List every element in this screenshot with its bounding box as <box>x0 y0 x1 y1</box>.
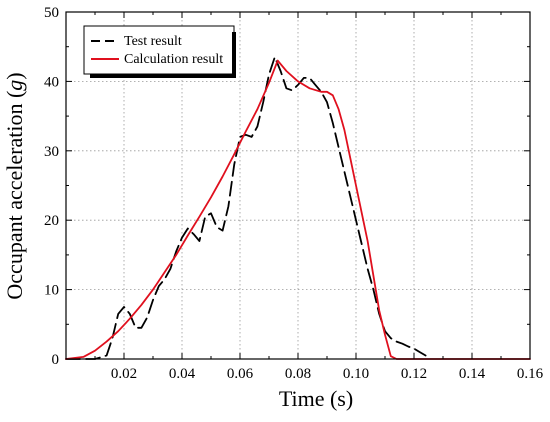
x-tick-label: 0.06 <box>227 366 254 382</box>
series-line-test-result <box>65 56 427 360</box>
x-tick-label: 0.08 <box>285 366 311 382</box>
x-tick-label: 0.14 <box>459 366 486 382</box>
y-axis-title-unit: g <box>2 80 27 91</box>
grid <box>66 12 530 359</box>
legend-box <box>83 25 235 75</box>
tick-labels: 0.02 0.04 0.06 0.08 0.10 0.12 0.14 0.16 0 10 20 30 4… <box>44 5 544 382</box>
x-tick-label: 0.04 <box>169 366 196 382</box>
axis-ticks <box>66 11 531 360</box>
y-axis-title-close: ) <box>2 72 27 79</box>
legend-label-test-result: Test result <box>124 34 182 49</box>
x-axis-title: Time (s) <box>279 386 353 411</box>
series-line-calculation-result <box>65 59 531 360</box>
plot-series <box>65 56 531 360</box>
y-axis-title-main: Occupant acceleration ( <box>2 91 27 300</box>
y-axis-title: Occupant acceleration (g) <box>2 72 27 299</box>
y-tick-label: 0 <box>52 352 60 368</box>
x-tick-label: 0.12 <box>401 366 427 382</box>
y-tick-label: 30 <box>44 144 59 160</box>
y-tick-label: 50 <box>44 5 59 21</box>
x-tick-label: 0.02 <box>111 366 137 382</box>
y-tick-label: 20 <box>44 213 59 229</box>
legend: Test result Calculation result <box>83 25 236 78</box>
x-tick-label: 0.16 <box>517 366 544 382</box>
y-tick-label: 40 <box>44 74 59 90</box>
y-tick-label: 10 <box>44 283 59 299</box>
x-tick-label: 0.10 <box>343 366 369 382</box>
legend-label-calculation-result: Calculation result <box>124 52 223 67</box>
